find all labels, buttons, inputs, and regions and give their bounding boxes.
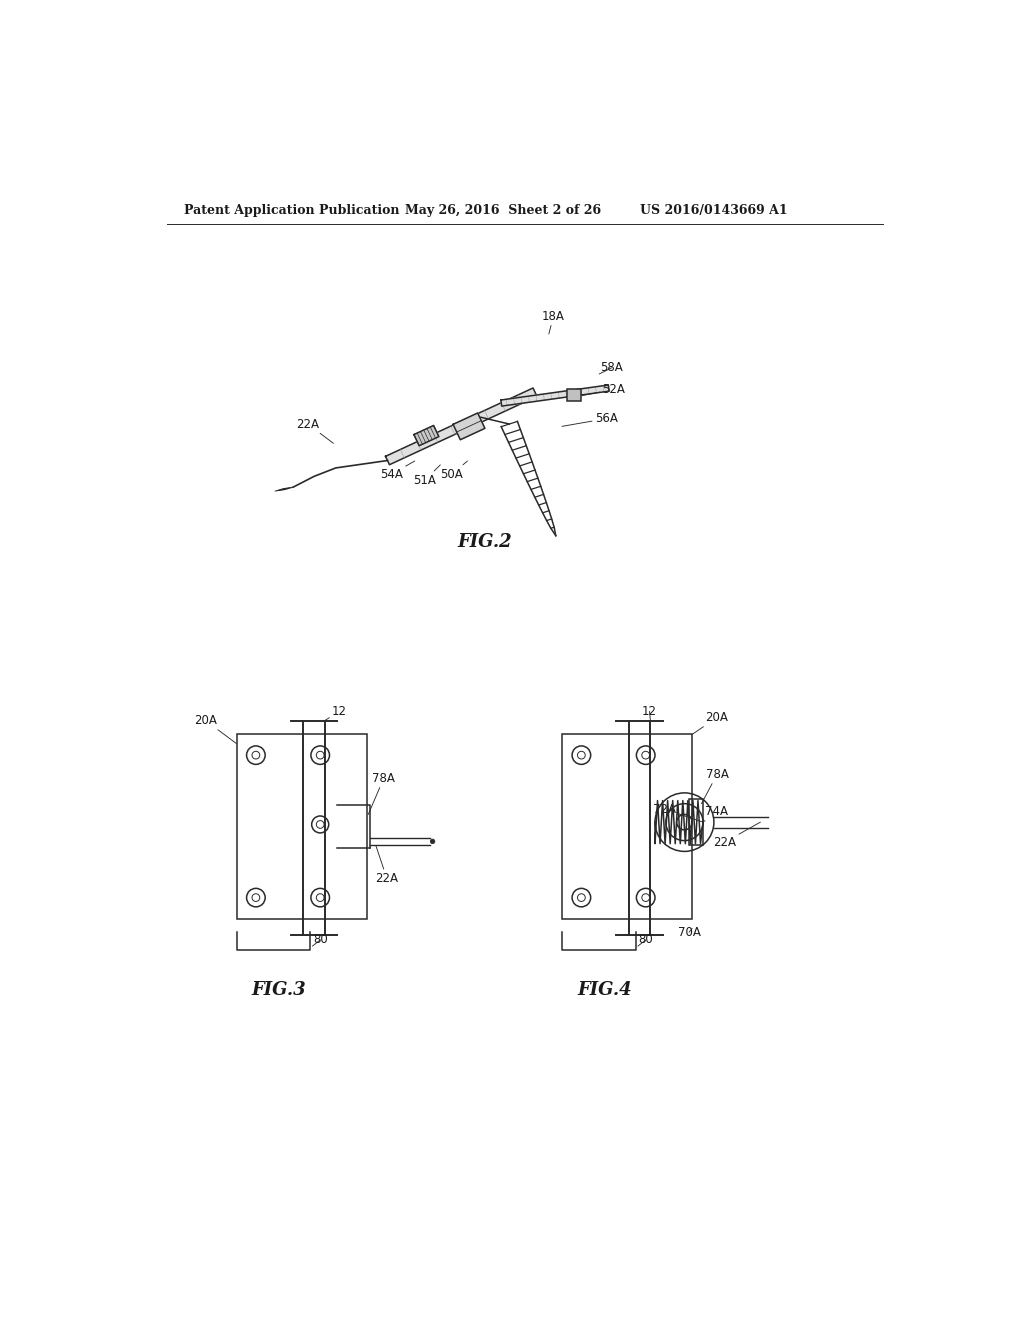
Text: FIG.4: FIG.4 (578, 981, 632, 999)
Text: 12: 12 (642, 705, 657, 721)
Circle shape (430, 840, 435, 843)
Bar (562, 734, 692, 919)
Text: May 26, 2016  Sheet 2 of 26: May 26, 2016 Sheet 2 of 26 (406, 205, 601, 218)
Text: 20A: 20A (692, 711, 728, 734)
FancyBboxPatch shape (566, 389, 581, 401)
Text: 51A: 51A (414, 465, 440, 487)
Polygon shape (414, 425, 439, 446)
Text: 74A: 74A (703, 805, 728, 822)
Text: 58A: 58A (599, 362, 623, 375)
Polygon shape (453, 413, 485, 440)
Text: 80: 80 (312, 933, 328, 946)
Bar (689, 799, 703, 845)
Text: 20A: 20A (195, 714, 237, 743)
Text: US 2016/0143669 A1: US 2016/0143669 A1 (640, 205, 787, 218)
Text: 80: 80 (638, 933, 653, 946)
Polygon shape (501, 385, 609, 407)
Text: FIG.2: FIG.2 (457, 533, 512, 550)
Text: 52A: 52A (583, 383, 626, 396)
Text: 22A: 22A (714, 822, 761, 849)
Text: Patent Application Publication: Patent Application Publication (183, 205, 399, 218)
Text: 18A: 18A (542, 310, 565, 334)
Text: 78A: 78A (369, 772, 395, 814)
Text: 50A: 50A (440, 461, 467, 480)
Text: 22A: 22A (376, 846, 398, 884)
Text: FIG.3: FIG.3 (252, 981, 306, 999)
Text: 70A: 70A (678, 925, 700, 939)
Text: 12: 12 (325, 705, 347, 721)
Text: 56A: 56A (562, 412, 617, 426)
Text: 54A: 54A (380, 461, 415, 480)
Text: 22A: 22A (296, 417, 334, 444)
Text: 72A: 72A (653, 803, 703, 822)
Bar (237, 734, 367, 919)
Text: 78A: 78A (701, 768, 728, 804)
Polygon shape (385, 388, 537, 465)
